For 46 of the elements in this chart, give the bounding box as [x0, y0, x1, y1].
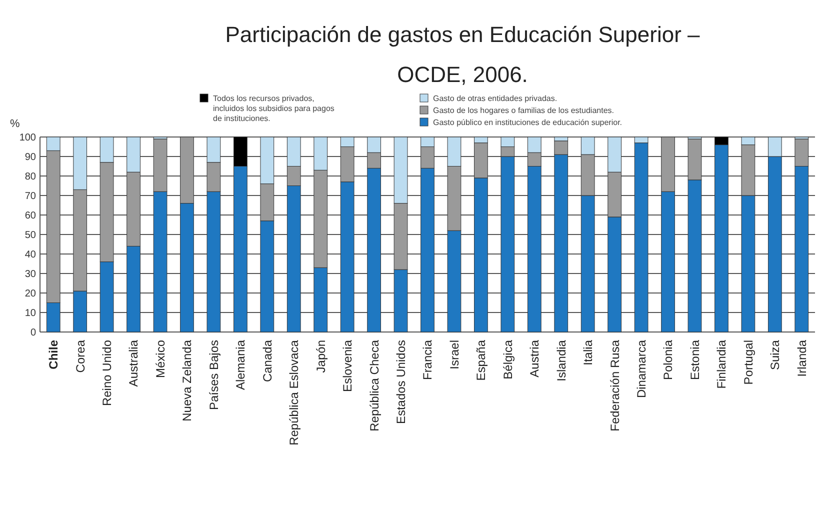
x-tick-label: Irlanda [794, 340, 809, 377]
legend-label: Gasto de los hogares o familias de los estudiantes. [433, 106, 614, 115]
x-tick-label: Alemania [234, 340, 248, 390]
y-tick-label: 10 [24, 308, 36, 319]
x-tick-label: Australia [126, 340, 141, 387]
y-tick-label: 70 [24, 191, 36, 202]
y-tick-label: 50 [24, 230, 36, 241]
y-tick-label: 90 [24, 152, 36, 163]
x-tick-label: Canada [260, 340, 274, 382]
x-tick-label: Estados Unidos [394, 340, 408, 424]
x-tick-label: México [153, 340, 168, 378]
y-tick-label: 20 [24, 288, 36, 300]
x-tick-label: Portugal [741, 340, 756, 385]
legend-label: Todos los recursos privados, incluidos los subsidios para pagos de instituciones. [213, 94, 334, 123]
legend-label: Gasto de otras entidades privadas. [433, 94, 558, 103]
x-tick-label: Francia [420, 340, 435, 380]
x-tick-label: Bélgica [500, 340, 515, 380]
x-tick-label: Estonia [688, 340, 702, 380]
legend-label: Gasto público en instituciones de educación superior. [433, 118, 622, 127]
x-tick-label: Japón [314, 340, 328, 373]
y-tick-label: 0 [30, 328, 36, 338]
x-tick-label: Polonia [661, 340, 676, 380]
y-tick-label: 60 [24, 210, 36, 222]
x-tick-label: Finlandia [714, 340, 729, 389]
x-tick-label: Dinamarca [634, 340, 648, 398]
x-tick-label: Suiza [768, 340, 782, 370]
x-tick-label: España [474, 340, 488, 381]
x-tick-label: Austria [528, 340, 542, 378]
y-tick-label: 30 [24, 269, 36, 280]
y-tick-label: 80 [24, 172, 36, 182]
x-tick-label: Eslovenia [340, 340, 355, 392]
x-tick-label: Italia [581, 340, 596, 366]
y-tick-label: 100 [19, 132, 36, 144]
y-axis-title: % [10, 118, 20, 130]
chart-title: Participación de gastos en Educación Superior – OCDE, 2006. [225, 22, 701, 87]
x-tick-label: Corea [73, 340, 88, 373]
x-tick-label: Nueva Zelanda [180, 340, 194, 422]
x-tick-label: República Checa [367, 340, 382, 432]
x-tick-label: Países Bajos [206, 340, 221, 410]
y-tick-label: 40 [24, 250, 36, 260]
x-tick-label: Federación Rusa [608, 340, 622, 432]
x-tick-label: Reino Unido [100, 340, 114, 406]
x-tick-label: República Eslovaca [287, 340, 302, 446]
x-tick-label: Israel [447, 340, 462, 370]
x-tick-label: Islandia [554, 340, 568, 382]
x-tick-label: Chile [46, 340, 61, 370]
